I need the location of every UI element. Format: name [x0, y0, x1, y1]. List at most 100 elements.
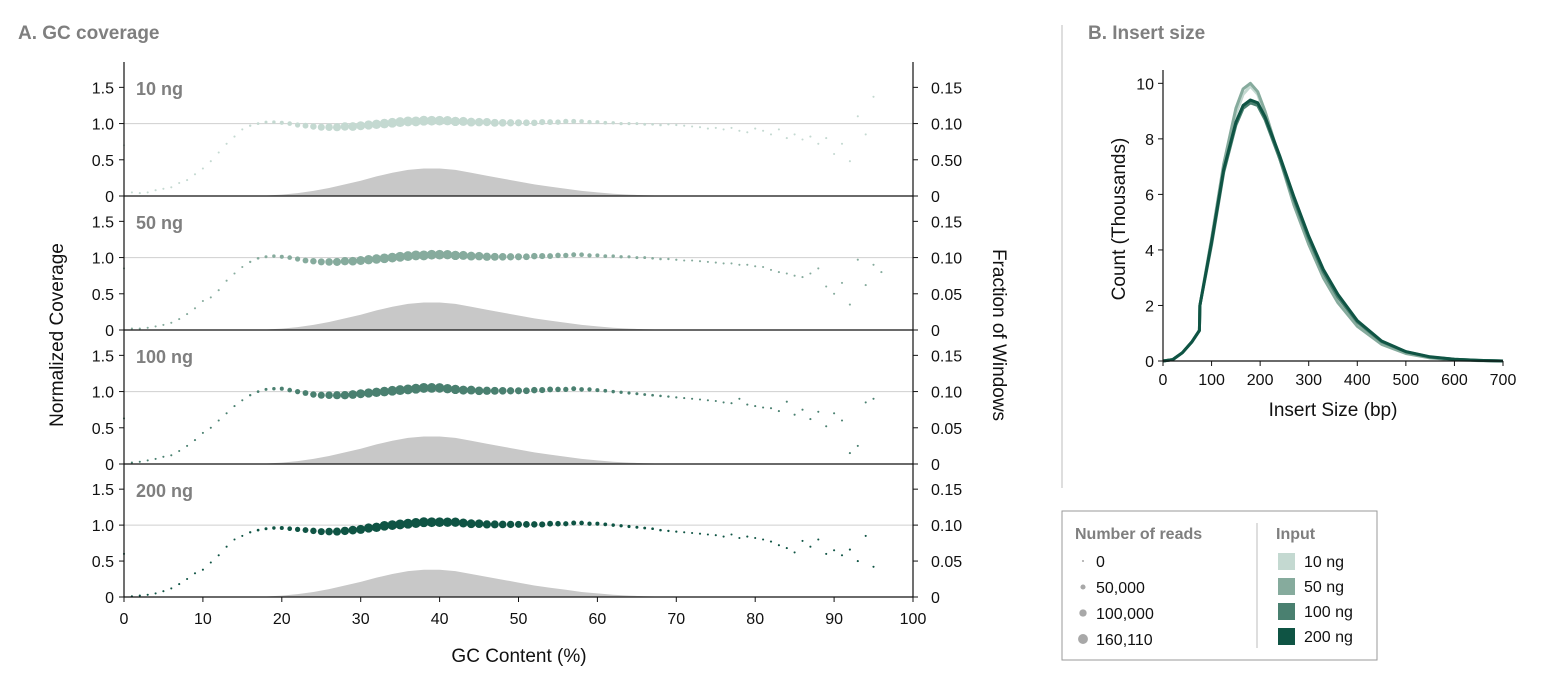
coverage-point — [603, 254, 608, 258]
coverage-point — [403, 384, 413, 395]
coverage-point — [474, 386, 484, 396]
coverage-point — [809, 418, 812, 421]
coverage-point — [403, 116, 413, 127]
coverage-point — [138, 192, 141, 195]
coverage-point — [547, 520, 554, 527]
coverage-point — [872, 565, 875, 568]
y-right-tick-label: 0.15 — [931, 348, 962, 365]
coverage-point — [332, 527, 342, 536]
coverage-point — [523, 387, 530, 395]
coverage-point — [348, 256, 358, 266]
coverage-point — [706, 127, 709, 130]
window-fraction-area — [258, 569, 693, 597]
coverage-point — [233, 405, 236, 408]
gc-y-right-axis-label: Fraction of Windows — [988, 249, 1009, 421]
coverage-point — [531, 252, 538, 260]
coverage-point — [294, 122, 301, 128]
coverage-point — [706, 533, 709, 536]
insert-x-tick-label: 200 — [1247, 372, 1274, 389]
coverage-point — [466, 251, 476, 261]
coverage-point — [619, 390, 623, 394]
y-right-tick-label: 0 — [931, 457, 940, 474]
coverage-point — [458, 250, 468, 260]
coverage-point — [872, 263, 875, 266]
coverage-point — [643, 122, 647, 126]
coverage-point — [872, 397, 875, 400]
y-right-tick-label: 0.10 — [931, 117, 962, 134]
legend-reads-items: 0 50,000 100,000 160,110 — [1078, 554, 1154, 649]
coverage-point — [714, 261, 717, 264]
coverage-point — [793, 274, 796, 277]
coverage-point — [130, 327, 133, 330]
legend-reads-label: 100,000 — [1096, 606, 1154, 623]
coverage-point — [809, 272, 812, 275]
coverage-point — [856, 560, 859, 563]
coverage-point — [523, 521, 530, 528]
coverage-point — [667, 395, 670, 398]
y-tick-label: 0.5 — [92, 153, 114, 170]
coverage-point — [730, 262, 733, 265]
coverage-point — [722, 401, 725, 404]
coverage-point — [332, 391, 342, 400]
coverage-point — [611, 389, 615, 394]
coverage-point — [272, 120, 276, 124]
coverage-point — [217, 554, 220, 557]
coverage-point — [864, 534, 867, 537]
coverage-point — [279, 525, 284, 531]
coverage-point — [691, 397, 694, 400]
coverage-point — [348, 525, 358, 535]
coverage-point — [217, 289, 220, 292]
coverage-point — [287, 255, 293, 260]
x-tick-label: 0 — [120, 611, 129, 628]
coverage-point — [256, 122, 260, 125]
coverage-point — [825, 425, 828, 428]
coverage-point — [683, 259, 686, 262]
coverage-point — [864, 133, 867, 136]
coverage-point — [387, 520, 398, 530]
coverage-point — [294, 256, 301, 262]
coverage-point — [714, 534, 717, 537]
coverage-point — [442, 249, 453, 260]
coverage-point — [434, 383, 445, 393]
coverage-point — [241, 399, 244, 402]
coverage-point — [201, 431, 204, 434]
coverage-point — [762, 406, 765, 409]
coverage-point — [840, 419, 844, 422]
coverage-point — [659, 123, 662, 127]
coverage-point — [667, 257, 670, 261]
coverage-point — [809, 135, 812, 138]
x-tick-label: 40 — [431, 611, 449, 628]
coverage-point — [659, 257, 662, 261]
coverage-point — [410, 518, 421, 528]
coverage-point — [506, 119, 515, 127]
coverage-point — [777, 544, 780, 547]
coverage-point — [603, 522, 608, 527]
coverage-point — [450, 250, 461, 261]
coverage-point — [498, 252, 507, 261]
coverage-point — [434, 249, 445, 260]
x-tick-label: 90 — [825, 611, 843, 628]
coverage-point — [563, 521, 569, 527]
coverage-point — [356, 524, 366, 534]
coverage-point — [619, 255, 623, 259]
coverage-point — [279, 254, 284, 259]
coverage-point — [379, 386, 390, 397]
coverage-point — [547, 119, 554, 126]
coverage-point — [279, 386, 284, 391]
coverage-point — [698, 260, 702, 263]
coverage-point — [264, 527, 268, 531]
coverage-point — [506, 520, 515, 529]
insert-y-tick-label: 0 — [1145, 354, 1154, 371]
coverage-point — [348, 390, 358, 399]
legend-reads-label: 160,110 — [1096, 632, 1153, 649]
coverage-point — [325, 391, 333, 400]
coverage-point — [154, 592, 157, 595]
coverage-point — [651, 122, 654, 126]
coverage-point — [801, 539, 804, 542]
coverage-point — [442, 115, 453, 126]
y-right-tick-label: 0.05 — [931, 421, 962, 438]
coverage-point — [880, 271, 883, 274]
coverage-point — [531, 386, 538, 394]
gc-subplot: 0 0.5 1.0 1.5 0 0.05 0.10 0.15 50 ng — [92, 196, 962, 340]
coverage-point — [434, 517, 445, 527]
